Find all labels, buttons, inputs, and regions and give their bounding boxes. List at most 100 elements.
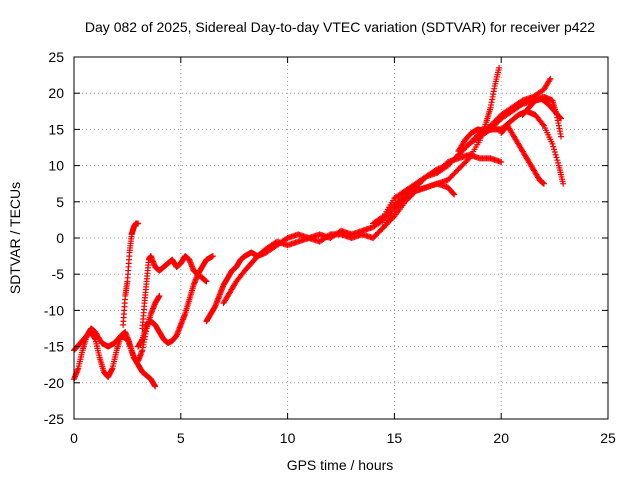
data-point: [458, 163, 465, 170]
data-point: [374, 230, 381, 237]
data-point: [495, 114, 502, 121]
chart-title: Day 082 of 2025, Sidereal Day-to-day VTE…: [85, 19, 595, 35]
data-point: [460, 160, 467, 167]
data-point: [439, 164, 446, 171]
data-point: [488, 121, 495, 128]
data-point: [518, 98, 525, 105]
data-point: [490, 120, 497, 127]
x-axis-label: GPS time / hours: [287, 457, 394, 473]
data-point: [135, 220, 142, 227]
data-point: [466, 140, 473, 147]
data-point: [156, 292, 163, 299]
data-point: [459, 162, 466, 169]
data-point: [474, 132, 481, 139]
y-tick-label: 5: [56, 194, 64, 210]
y-tick-label: -10: [44, 302, 64, 318]
data-point: [434, 169, 441, 176]
data-point: [379, 225, 386, 232]
data-point: [472, 134, 479, 141]
data-point: [467, 139, 474, 146]
data-point: [560, 180, 567, 187]
data-point: [396, 200, 403, 207]
data-point: [549, 140, 556, 147]
data-point: [496, 64, 503, 71]
series-track-5: [135, 253, 216, 350]
data-point: [555, 159, 562, 166]
y-tick-label: 0: [56, 230, 64, 246]
data-point: [539, 121, 546, 128]
data-point: [463, 143, 470, 150]
x-tick-label: 20: [493, 430, 509, 446]
data-point: [446, 175, 453, 182]
y-tick-label: -20: [44, 375, 64, 391]
data-point: [209, 253, 216, 260]
series-track-6: [203, 64, 503, 325]
x-tick-label: 5: [177, 430, 185, 446]
data-point: [551, 149, 558, 156]
data-point: [370, 235, 377, 241]
series-track-10: [434, 151, 505, 176]
data-point: [152, 383, 159, 390]
data-point: [557, 114, 564, 121]
data-point: [558, 115, 565, 122]
data-point: [558, 133, 565, 140]
data-point: [492, 117, 499, 124]
data-point: [375, 229, 382, 236]
data-point: [551, 146, 558, 153]
x-tick-label: 10: [280, 430, 296, 446]
data-point: [438, 165, 445, 172]
x-tick-label: 25: [600, 430, 616, 446]
data-point: [398, 199, 405, 206]
data-point: [462, 144, 469, 151]
data-point: [494, 115, 501, 122]
data-point: [450, 171, 457, 178]
data-point: [444, 177, 451, 184]
data-point: [392, 204, 399, 211]
data-point: [470, 136, 477, 143]
series-track-13: [519, 95, 565, 122]
data-point: [391, 206, 398, 213]
series-track-2: [71, 292, 163, 383]
y-tick-label: 10: [48, 158, 64, 174]
data-point: [451, 191, 458, 198]
data-point: [498, 158, 505, 165]
data-point: [464, 142, 471, 149]
series-track-9: [370, 180, 458, 241]
data-point: [411, 188, 418, 195]
data-point: [440, 163, 447, 170]
data-marks: [71, 64, 567, 390]
data-point: [451, 170, 458, 177]
data-point: [447, 174, 454, 181]
data-point: [546, 77, 553, 84]
data-point: [395, 201, 402, 208]
series-track-1: [71, 329, 159, 390]
data-point: [372, 232, 379, 239]
data-point: [463, 158, 470, 165]
data-point: [468, 138, 475, 145]
series-track-11: [455, 108, 567, 187]
y-tick-label: -15: [44, 339, 64, 355]
data-point: [471, 135, 478, 142]
data-point: [452, 168, 459, 175]
y-tick-label: 15: [48, 121, 64, 137]
y-tick-label: 20: [48, 85, 64, 101]
data-point: [554, 157, 561, 164]
data-point: [552, 151, 559, 158]
y-tick-label: -25: [44, 411, 64, 427]
data-point: [553, 154, 560, 161]
data-point: [388, 215, 395, 222]
tick-labels: 0 5 10 15 20 25 25 20 15 10 5 0 -5 -10 -15 -20 -25: [44, 49, 616, 446]
data-point: [456, 164, 463, 171]
data-point: [371, 233, 378, 240]
data-point: [379, 214, 386, 221]
data-point: [422, 174, 429, 181]
data-point: [462, 159, 469, 166]
series-track-3: [120, 220, 142, 328]
x-tick-label: 0: [70, 430, 78, 446]
data-point: [435, 168, 442, 175]
data-point: [491, 118, 498, 125]
data-point: [454, 167, 461, 174]
data-point: [283, 235, 290, 242]
data-point: [378, 226, 385, 233]
